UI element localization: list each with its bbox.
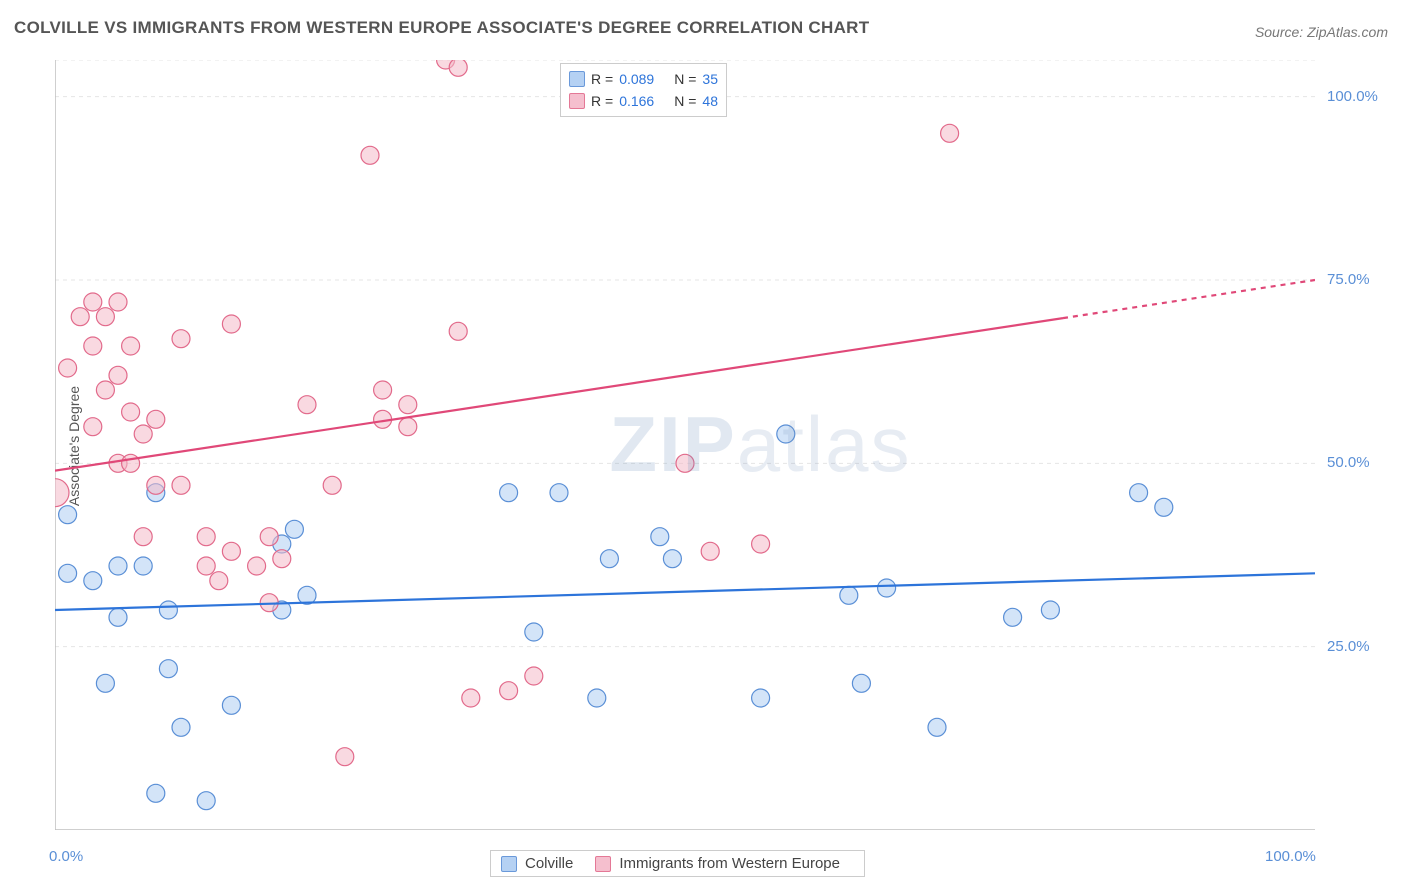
r-value: 0.089 <box>619 71 654 87</box>
source-attribution: Source: ZipAtlas.com <box>1255 24 1388 40</box>
scatter-plot <box>55 60 1315 830</box>
y-tick-label: 75.0% <box>1327 271 1370 288</box>
y-tick-label: 50.0% <box>1327 454 1370 471</box>
correlation-legend: R = 0.089 N = 35 R = 0.166 N = 48 <box>560 63 727 117</box>
plot-svg <box>55 60 1315 830</box>
source-name: ZipAtlas.com <box>1307 24 1388 40</box>
legend-swatch <box>501 856 517 872</box>
n-label: N = <box>674 71 696 87</box>
legend-swatch <box>595 856 611 872</box>
source-prefix: Source: <box>1255 24 1307 40</box>
legend-label-immigrants: Immigrants from Western Europe <box>619 855 840 872</box>
legend-swatch <box>569 93 585 109</box>
chart-container: COLVILLE VS IMMIGRANTS FROM WESTERN EURO… <box>0 0 1406 892</box>
n-value: 48 <box>702 93 718 109</box>
r-label: R = <box>591 93 613 109</box>
x-tick-label: 0.0% <box>49 848 83 865</box>
chart-title: COLVILLE VS IMMIGRANTS FROM WESTERN EURO… <box>14 18 869 38</box>
legend-swatch <box>569 71 585 87</box>
legend-row-immigrants: R = 0.166 N = 48 <box>569 90 718 112</box>
y-tick-label: 100.0% <box>1327 88 1378 105</box>
r-value: 0.166 <box>619 93 654 109</box>
n-value: 35 <box>702 71 718 87</box>
legend-row-colville: R = 0.089 N = 35 <box>569 68 718 90</box>
y-tick-label: 25.0% <box>1327 638 1370 655</box>
series-legend: Colville Immigrants from Western Europe <box>490 850 865 877</box>
r-label: R = <box>591 71 613 87</box>
legend-label-colville: Colville <box>525 855 573 872</box>
x-tick-label: 100.0% <box>1265 848 1316 865</box>
n-label: N = <box>674 93 696 109</box>
